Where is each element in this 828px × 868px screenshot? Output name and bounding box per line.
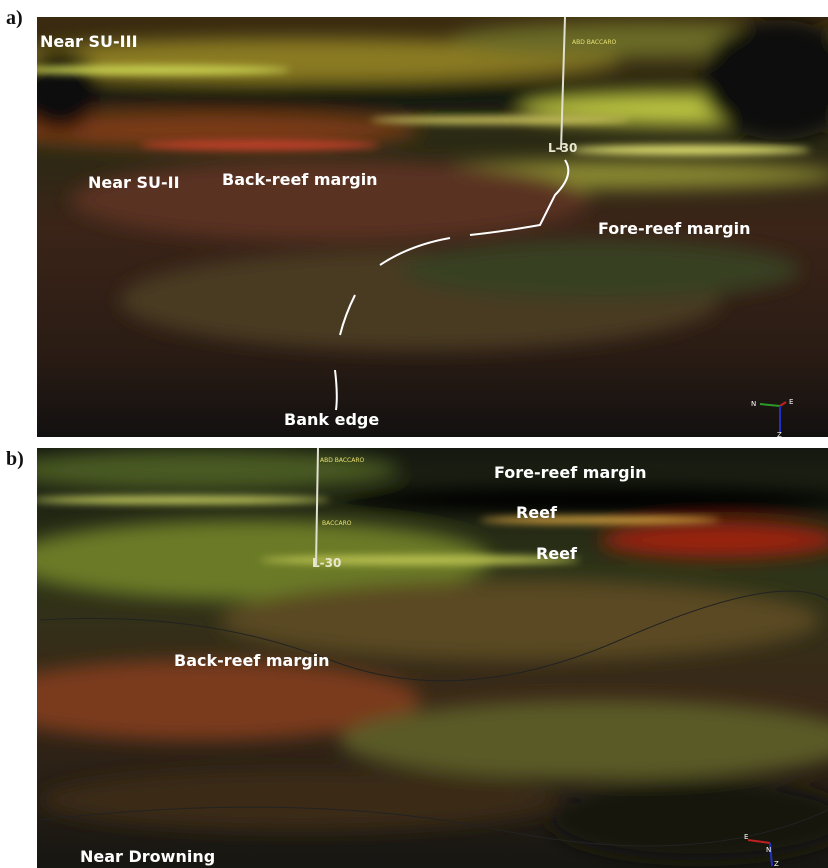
compass-label: E [789,398,793,406]
panel-b-image [0,448,828,868]
annotation: Back-reef margin [222,170,378,189]
compass-label: N [766,846,771,854]
annotation: Near Drowning [80,847,215,866]
compass-label: N [751,400,756,408]
annotation: Back-reef margin [174,651,330,670]
compass-label: Z [774,860,779,868]
well-top-label: ABD BACCARO [320,457,365,464]
panel-label: b) [6,448,24,470]
annotation: Fore-reef margin [494,463,646,482]
annotation: Bank edge [284,410,379,429]
compass-label: E [744,833,748,841]
annotation: Near SU-III [40,32,138,51]
compass-label: Z [777,431,782,439]
annotation: Reef [516,503,558,522]
well-top-label: ABD BACCARO [572,39,617,46]
annotation: Near SU-II [88,173,180,192]
figure: a) L-30 ABD BACCARO Near SU-III Near SU-II Ba… [0,0,828,868]
well-name: L-30 [312,556,341,570]
annotation: Fore-reef margin [598,219,750,238]
well-top-label: BACCARO [322,520,352,527]
annotation: Reef [536,544,578,563]
panel-label: a) [6,7,23,29]
well-name: L-30 [548,141,577,155]
